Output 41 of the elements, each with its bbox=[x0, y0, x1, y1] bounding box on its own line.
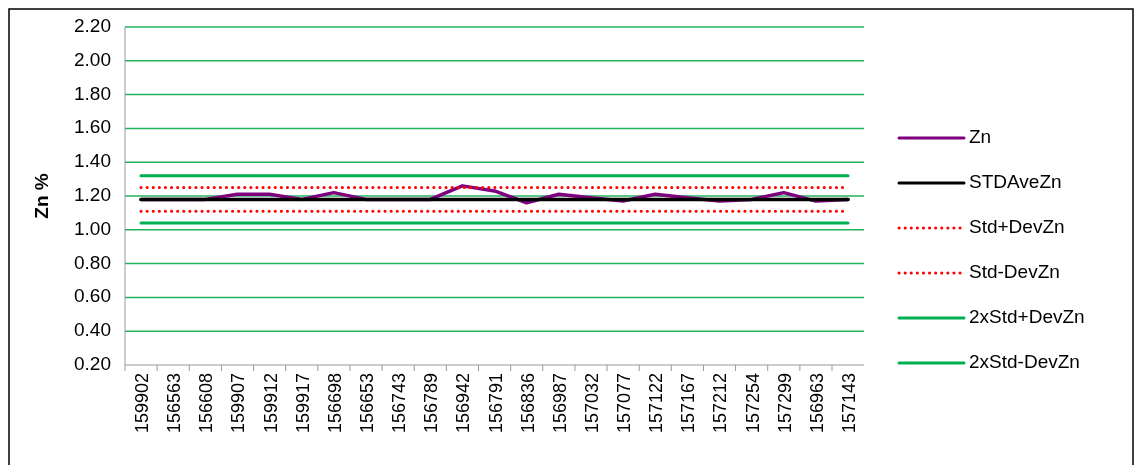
y-tick-label: 1.60 bbox=[74, 116, 111, 138]
x-tick-label: 157143 bbox=[839, 373, 859, 434]
y-tick-label: 0.20 bbox=[74, 353, 111, 375]
x-tick-label: 156563 bbox=[164, 373, 185, 434]
x-tick-label: 156789 bbox=[421, 373, 442, 434]
x-tick-label: 156743 bbox=[389, 373, 410, 434]
x-tick-label: 156836 bbox=[517, 373, 538, 434]
x-tick-label: 156963 bbox=[806, 373, 827, 434]
x-tick-label: 159912 bbox=[260, 373, 281, 434]
x-tick-label: 156653 bbox=[356, 373, 377, 434]
y-tick-label: 1.00 bbox=[74, 217, 111, 239]
x-tick-label: 157032 bbox=[581, 373, 602, 434]
x-tick-label: 156942 bbox=[453, 373, 474, 434]
x-tick-label: 156608 bbox=[196, 373, 217, 434]
x-tick-label: 156791 bbox=[485, 373, 506, 434]
x-tick-label: 157254 bbox=[742, 373, 763, 434]
x-tick-label: 157299 bbox=[774, 373, 795, 434]
legend-label: Std+DevZn bbox=[969, 216, 1065, 238]
x-tick-label: 157212 bbox=[710, 373, 731, 434]
legend-label: 2xStd+DevZn bbox=[969, 306, 1085, 328]
x-tick-label: 157077 bbox=[614, 373, 635, 434]
y-tick-label: 1.20 bbox=[74, 184, 111, 206]
legend-label: Zn bbox=[969, 126, 992, 148]
y-tick-label: 0.40 bbox=[74, 319, 111, 341]
y-tick-label: 2.00 bbox=[74, 48, 111, 70]
x-tick-label: 157122 bbox=[646, 373, 667, 434]
y-tick-label: 1.40 bbox=[74, 150, 111, 172]
x-tick-label: 157167 bbox=[678, 373, 699, 434]
x-tick-label: 156698 bbox=[324, 373, 345, 434]
y-tick-label: 0.60 bbox=[74, 285, 111, 307]
x-tick-label: 159907 bbox=[228, 373, 249, 434]
legend-label: 2xStd-DevZn bbox=[969, 351, 1080, 373]
legend-label: Std-DevZn bbox=[969, 261, 1060, 283]
x-tick-label: 159902 bbox=[132, 373, 152, 434]
y-tick-label: 0.80 bbox=[74, 251, 111, 273]
y-tick-label: 1.80 bbox=[74, 82, 111, 104]
x-tick-label: 159917 bbox=[292, 373, 313, 434]
legend-label: STDAveZn bbox=[969, 171, 1062, 193]
y-axis-title: Zn % bbox=[31, 173, 52, 219]
y-tick-label: 2.20 bbox=[74, 15, 111, 37]
x-tick-label: 156987 bbox=[549, 373, 570, 434]
